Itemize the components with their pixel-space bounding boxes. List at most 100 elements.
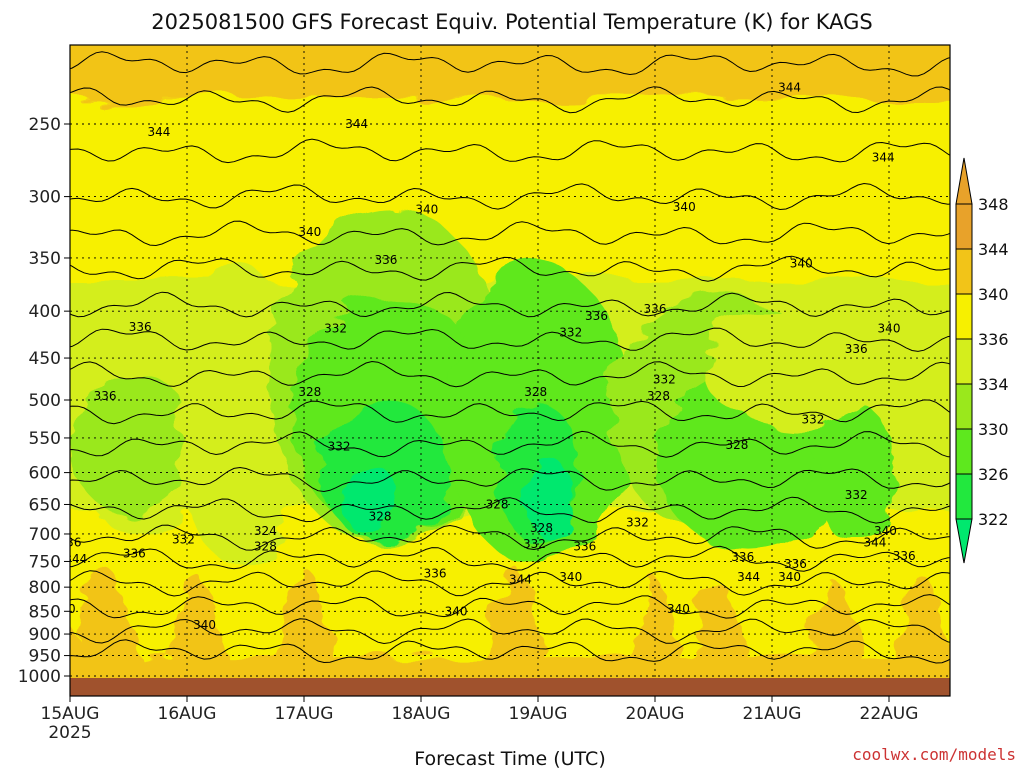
contour-line-1 xyxy=(70,86,950,114)
y-tick-label: 850 xyxy=(29,602,61,622)
contour-line-3 xyxy=(70,182,950,211)
contour-label: 340 xyxy=(878,322,901,336)
colorbar-segment xyxy=(955,338,973,385)
contour-label: 344 xyxy=(64,552,87,566)
contour-line-18 xyxy=(70,639,950,664)
x-tick-label: 20AUG xyxy=(626,704,685,724)
x-tick-label: 17AUG xyxy=(275,704,334,724)
contour-line-11 xyxy=(70,466,950,493)
contour-line-13 xyxy=(70,524,950,551)
y-tick-label: 750 xyxy=(29,552,61,572)
colorbar-label: 348 xyxy=(978,195,1009,214)
x-tick-label: 22AUG xyxy=(860,704,919,724)
contour-label: 336 xyxy=(784,557,807,571)
contour-label: 324 xyxy=(254,524,277,538)
contour-line-6 xyxy=(70,291,950,318)
colorbar-segment xyxy=(955,248,973,295)
contour-line-10 xyxy=(70,430,950,458)
y-tick-label: 700 xyxy=(29,525,61,545)
plot-frame xyxy=(69,44,951,697)
theta-e-field xyxy=(70,45,950,678)
contour-label: 340 xyxy=(790,257,813,271)
y-tick-label: 650 xyxy=(29,495,61,515)
colorbar-label: 340 xyxy=(978,285,1009,304)
colorbar-label: 344 xyxy=(978,240,1009,259)
x-axis: 15AUG 16AUG 17AUG 18AUG 19AUG 20AUG 21AUG 22AUG xyxy=(41,696,919,724)
y-tick-label: 1000 xyxy=(18,667,61,687)
contour-label: 336 xyxy=(129,320,152,334)
x-tick-label: 18AUG xyxy=(392,704,451,724)
colorbar-segment xyxy=(955,428,973,475)
contour-label: 332 xyxy=(559,325,582,339)
y-tick-label: 950 xyxy=(29,647,61,667)
contour-label: 332 xyxy=(845,488,868,502)
field-plume-4 xyxy=(481,566,548,678)
colorbar-segment xyxy=(955,203,973,250)
contour-label: 336 xyxy=(123,546,146,560)
contour-line-2 xyxy=(70,138,950,164)
y-tick-label: 250 xyxy=(29,115,61,135)
x-year-label: 2025 xyxy=(48,723,91,743)
contour-label: 336 xyxy=(374,253,397,267)
field-band-344 xyxy=(70,45,950,100)
contour-label: 344 xyxy=(147,125,170,139)
colorbar-label: 336 xyxy=(978,330,1009,349)
contour-line-15 xyxy=(70,570,950,597)
y-tick-label: 500 xyxy=(29,391,61,411)
contour-label: 336 xyxy=(573,539,596,553)
grid-lines xyxy=(70,45,950,678)
field-plume-8 xyxy=(890,577,950,678)
colorbar-extend-low xyxy=(955,518,973,564)
contour-label: 328 xyxy=(369,510,392,524)
contour-label: 328 xyxy=(524,385,547,399)
contour-line-17 xyxy=(70,618,950,645)
field-plume-2 xyxy=(165,577,232,678)
y-tick-label: 300 xyxy=(29,188,61,208)
contour-line-12 xyxy=(70,496,950,524)
contour-label: 340 xyxy=(667,602,690,616)
x-tick-label: 21AUG xyxy=(743,704,802,724)
field-blob-13 xyxy=(701,306,890,427)
colorbar: 322 326 330 334 336 340 344 348 xyxy=(955,157,1009,564)
contour-line-8 xyxy=(70,360,950,388)
contour-label: 340 xyxy=(778,570,801,584)
contour-label: 336 xyxy=(59,535,82,549)
contour-label: 340 xyxy=(193,618,216,632)
contour-label: 340 xyxy=(673,200,696,214)
field-band-surface xyxy=(70,657,950,678)
field-blob-6 xyxy=(339,463,398,534)
contour-label: 344 xyxy=(737,570,760,584)
contour-label: 328 xyxy=(254,539,277,553)
contour-label: 344 xyxy=(509,573,532,587)
contour-label: 336 xyxy=(845,342,868,356)
colorbar-segment xyxy=(955,473,973,520)
y-tick-label: 400 xyxy=(29,302,61,322)
y-tick-label: 600 xyxy=(29,464,61,484)
contour-label: 336 xyxy=(94,389,117,403)
y-tick-label: 450 xyxy=(29,349,61,369)
contour-label: 344 xyxy=(345,117,368,131)
credit-text: coolwx.com/models xyxy=(852,745,1016,764)
contour-label: 328 xyxy=(530,521,553,535)
contour-label: 336 xyxy=(644,302,667,316)
contour-label: 332 xyxy=(324,322,347,336)
contour-label: 336 xyxy=(731,550,754,564)
contour-label: 336 xyxy=(585,309,608,323)
contour-line-0 xyxy=(70,51,950,77)
y-tick-label: 550 xyxy=(29,429,61,449)
y-axis: 250 300 350 400 450 500 550 600 650 700 750 800 850 9… xyxy=(18,115,70,687)
y-tick-label: 350 xyxy=(29,249,61,269)
contour-label: 332 xyxy=(801,412,824,426)
y-tick-label: 900 xyxy=(29,625,61,645)
contour-label: 340 xyxy=(53,602,76,616)
contour-label: 344 xyxy=(864,535,887,549)
colorbar-label: 330 xyxy=(978,420,1009,439)
contour-label: 332 xyxy=(328,440,351,454)
contour-label: 340 xyxy=(415,203,438,217)
field-plume-1 xyxy=(70,566,144,678)
contour-label: 344 xyxy=(872,151,895,165)
contour-label: 332 xyxy=(523,537,546,551)
contour-label: 328 xyxy=(486,497,509,511)
